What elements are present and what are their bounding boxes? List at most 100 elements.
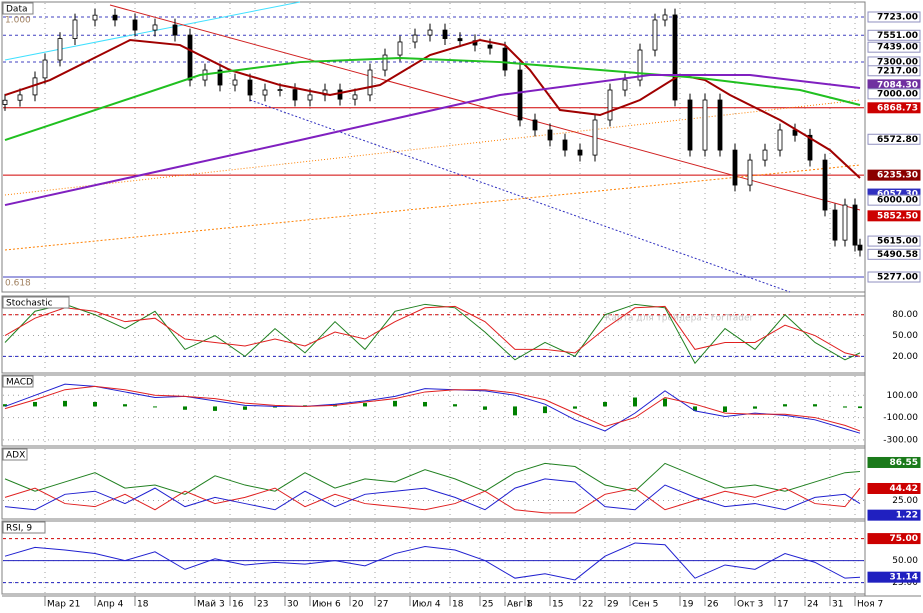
candle-body [457, 38, 463, 42]
candle-body [382, 54, 388, 71]
price-tag-label: 6572.80 [877, 135, 918, 145]
candle-body [57, 38, 63, 61]
histogram-bar [543, 406, 547, 414]
price-tag [867, 248, 921, 260]
x-tick-label: 16 [232, 600, 244, 610]
price-tag-label: 7439.00 [877, 43, 918, 53]
candle-body [852, 204, 858, 246]
x-tick-label: Сен 5 [632, 600, 658, 610]
candle-body [652, 19, 658, 51]
histogram-bar [33, 401, 37, 407]
candle-body [702, 99, 708, 151]
price-tag-label: 7217.00 [877, 66, 918, 76]
candle-body [607, 89, 613, 121]
x-tick-label: Авг 1 [507, 600, 532, 610]
x-tick-label: 22 [582, 600, 593, 610]
price-tag [867, 11, 921, 23]
histogram-bar [423, 401, 427, 407]
price-tag [867, 65, 921, 77]
x-tick-label: 15 [552, 600, 563, 610]
panel-title-box [2, 375, 34, 388]
price-tag-label: 6000.00 [877, 196, 918, 206]
price-tag-label: 44.42 [890, 484, 918, 494]
candle-body [517, 69, 523, 121]
candle-body [777, 129, 783, 151]
candle-body [397, 41, 403, 56]
indicator-line [4, 385, 861, 432]
price-tag-label: 7300.00 [877, 57, 918, 67]
indicator-line [4, 303, 861, 365]
candle-body [502, 47, 508, 71]
panel-title-box [2, 2, 34, 15]
x-tick-label: 23 [257, 600, 268, 610]
candle-body [622, 79, 628, 91]
price-tag [867, 509, 921, 521]
price-tag-label: 31.14 [890, 573, 918, 583]
price-tag [867, 133, 921, 145]
price-tag [867, 533, 921, 545]
candle-body [232, 79, 238, 86]
x-tick-label: Мар 21 [47, 600, 80, 610]
panel-title-box [2, 296, 70, 309]
panel-title: Data [6, 5, 28, 15]
histogram-bar [633, 397, 637, 407]
x-tick-label: 31 [832, 600, 843, 610]
price-tag-label: 7723.00 [877, 12, 918, 22]
indicator-line [4, 487, 861, 514]
histogram-bar [573, 406, 577, 409]
candle-body [152, 24, 158, 31]
candle-body [807, 134, 813, 161]
annotation: 0.618 [5, 279, 31, 289]
candle-body [732, 149, 738, 186]
panel-title-box [2, 448, 28, 461]
candle-body [17, 94, 23, 101]
y-tick-label: 50.00 [892, 556, 918, 566]
price-tag-label: 5277.00 [877, 273, 918, 283]
x-tick-label: 20 [352, 600, 364, 610]
panel [1, 447, 866, 520]
candle-body [487, 44, 493, 49]
candle-body [832, 209, 838, 241]
x-tick-label: 8 [527, 600, 533, 610]
candle-body [822, 159, 828, 211]
x-tick-label: 17 [777, 600, 788, 610]
candle-body [367, 69, 373, 96]
price-tag [867, 88, 921, 100]
candle-body [187, 34, 193, 81]
x-tick-label: 30 [287, 600, 299, 610]
panel-title: MACD [6, 378, 33, 388]
y-tick-label: -100.00 [883, 413, 918, 423]
candle-body [442, 29, 448, 39]
price-tag [867, 571, 921, 583]
candle-body [857, 244, 863, 251]
price-tag [867, 482, 921, 494]
candle-body [307, 94, 313, 101]
candle-body [92, 14, 98, 21]
x-tick-label: 18 [137, 600, 149, 610]
price-tag [867, 456, 921, 468]
price-tag [867, 169, 921, 181]
x-tick-label: 26 [707, 600, 719, 610]
candle-body [592, 119, 598, 156]
candle-body [2, 99, 8, 105]
histogram-bar [603, 401, 607, 407]
histogram-bar [858, 406, 862, 409]
x-tick-label: Июн 6 [312, 600, 341, 610]
candle-body [337, 89, 343, 100]
panel [1, 295, 866, 374]
panel-title-box [2, 521, 46, 534]
histogram-bar [303, 405, 307, 407]
candle-body [717, 99, 723, 151]
histogram-bar [363, 403, 367, 407]
y-tick-label: 50.00 [892, 331, 918, 341]
price-tag-label: 1.22 [896, 511, 918, 521]
price-tag-label: 6057.30 [877, 190, 918, 200]
y-tick-label: 25.00 [892, 578, 918, 588]
histogram-bar [213, 406, 217, 411]
panel [1, 374, 866, 447]
candle-body [577, 149, 583, 156]
histogram-bar [753, 406, 757, 409]
price-tag [867, 41, 921, 53]
histogram-bar [3, 404, 7, 407]
price-tag-label: 75.00 [890, 534, 918, 544]
